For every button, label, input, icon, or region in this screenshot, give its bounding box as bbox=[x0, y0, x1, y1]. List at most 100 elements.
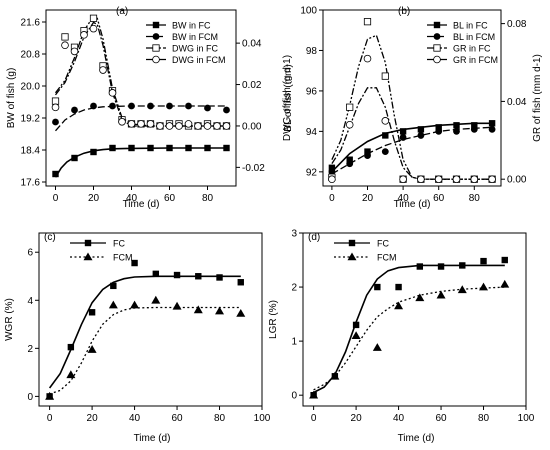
data-point bbox=[185, 102, 192, 110]
legend-label: FC bbox=[377, 239, 389, 249]
series-fit-line bbox=[313, 286, 505, 391]
data-point bbox=[479, 282, 489, 291]
legend-label: GR in FC bbox=[453, 44, 491, 54]
y-right-tick-label: 0.08 bbox=[507, 19, 527, 30]
data-point bbox=[435, 127, 443, 135]
data-point bbox=[90, 102, 97, 110]
data-point bbox=[453, 122, 460, 129]
data-point bbox=[459, 262, 466, 269]
data-point bbox=[156, 122, 164, 130]
data-point bbox=[237, 279, 244, 286]
data-point bbox=[328, 164, 336, 171]
x-tick-label: 60 bbox=[433, 193, 445, 204]
data-point bbox=[109, 102, 116, 110]
chart-panel: 0 20 40 60 80 17.6 18.4 19.2 20.0 20.8 21.6 -0.02 0.… bbox=[6, 6, 293, 210]
series-fit-line bbox=[331, 122, 493, 173]
y-tick-label: 20.8 bbox=[21, 50, 41, 61]
data-point bbox=[480, 257, 487, 265]
chart-panel: 0 20 40 60 80 100 0 2 4 6 Time (d) WGR (%) (c) FC FCM bbox=[4, 232, 271, 444]
x-tick-label: 80 bbox=[214, 413, 226, 424]
legend-marker bbox=[152, 44, 160, 52]
legend-marker bbox=[83, 252, 93, 261]
x-axis-label: Time (d) bbox=[394, 199, 431, 210]
data-point bbox=[193, 305, 203, 314]
data-point bbox=[417, 175, 425, 183]
data-point bbox=[346, 156, 353, 163]
data-point bbox=[127, 120, 136, 128]
data-point bbox=[67, 343, 75, 351]
y-axis-label: LGR (%) bbox=[268, 300, 279, 339]
legend-label: BL in FCM bbox=[453, 32, 495, 42]
y-axis-label: WGR (%) bbox=[4, 298, 15, 341]
series-fit-line bbox=[331, 87, 493, 180]
y-tick-label: 92 bbox=[306, 167, 318, 178]
y-tick-label: 20.0 bbox=[21, 82, 41, 93]
series-fit-line bbox=[48, 275, 241, 389]
legend-marker bbox=[152, 33, 160, 40]
legend-marker bbox=[433, 55, 441, 64]
x-tick-label: 60 bbox=[435, 413, 447, 424]
panel-label: (d) bbox=[308, 232, 320, 243]
data-point bbox=[166, 144, 173, 152]
x-tick-label: 0 bbox=[329, 193, 335, 204]
x-tick-label: 100 bbox=[518, 413, 535, 424]
data-point bbox=[172, 301, 182, 310]
legend-label: GR in FCM bbox=[453, 55, 498, 65]
data-point bbox=[61, 33, 69, 41]
x-tick-label: 20 bbox=[351, 413, 363, 424]
panel-label: (b) bbox=[398, 6, 410, 17]
x-tick-label: 0 bbox=[311, 413, 317, 424]
x-axis-label: Time (d) bbox=[398, 433, 435, 444]
y-tick-label: 17.6 bbox=[21, 178, 41, 189]
data-point bbox=[399, 128, 407, 135]
data-point bbox=[152, 270, 160, 278]
data-point bbox=[417, 132, 425, 139]
chart-panel: 0 20 40 60 80 100 0 1 2 3 Time (d) LGR (%) (d) FC FCM bbox=[268, 229, 535, 445]
data-point bbox=[395, 283, 402, 291]
y-tick-label: 100 bbox=[300, 6, 317, 17]
y-right-tick-label: -0.02 bbox=[242, 163, 265, 174]
data-point bbox=[399, 134, 407, 141]
series-fit-line bbox=[54, 147, 227, 178]
data-point bbox=[66, 370, 76, 379]
data-point bbox=[89, 24, 98, 33]
chart-panel: 0 20 40 60 80 92 94 96 98 100 0.00 0.04 0.08 Time (d)… bbox=[283, 6, 543, 211]
legend-marker bbox=[152, 55, 160, 64]
data-point bbox=[61, 41, 69, 49]
data-point bbox=[204, 104, 211, 112]
data-point bbox=[374, 283, 381, 291]
x-tick-label: 20 bbox=[362, 193, 374, 204]
y-tick-label: 3 bbox=[291, 229, 297, 240]
panel-label: (a) bbox=[116, 6, 128, 17]
x-tick-label: 20 bbox=[87, 413, 99, 424]
data-point bbox=[470, 125, 478, 133]
data-point bbox=[216, 274, 223, 281]
x-tick-label: 40 bbox=[393, 413, 405, 424]
data-point bbox=[500, 279, 510, 288]
data-point bbox=[471, 122, 478, 129]
data-point bbox=[215, 306, 225, 315]
x-tick-label: 0 bbox=[47, 413, 53, 424]
legend-label: FCM bbox=[113, 253, 133, 263]
data-point bbox=[110, 282, 117, 290]
data-point bbox=[213, 122, 221, 130]
plot-frame bbox=[38, 232, 263, 407]
y-tick-label: 1 bbox=[291, 337, 297, 348]
data-point bbox=[488, 120, 496, 127]
x-tick-label: 80 bbox=[469, 193, 481, 204]
data-point bbox=[99, 66, 107, 74]
data-point bbox=[90, 148, 97, 156]
data-point bbox=[309, 390, 319, 399]
data-point bbox=[453, 127, 460, 135]
data-point bbox=[488, 125, 496, 133]
y-tick-label: 2 bbox=[291, 283, 297, 294]
data-point bbox=[381, 117, 390, 125]
data-point bbox=[108, 300, 118, 309]
y-tick-label: 2 bbox=[27, 344, 33, 355]
y-right-axis-label: DWG of fish (g d-1) bbox=[282, 55, 293, 141]
data-point bbox=[71, 154, 78, 162]
y-tick-label: 0 bbox=[27, 392, 33, 403]
data-point bbox=[382, 132, 389, 139]
legend-label: DWG in FC bbox=[172, 44, 218, 54]
